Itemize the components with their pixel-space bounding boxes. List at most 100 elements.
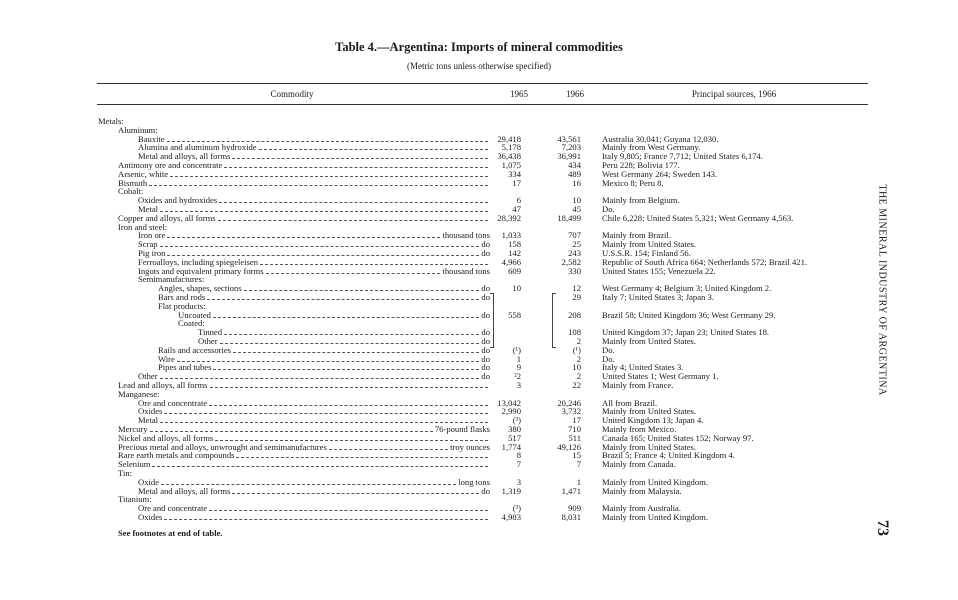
value-1966: 49,126 [557, 441, 581, 452]
leader [152, 466, 488, 468]
value-1965: (³) [512, 415, 521, 426]
value-1965: (³) [512, 503, 521, 514]
subtitle: (Metric tons unless otherwise specified) [407, 61, 551, 71]
value-1965: 1,319 [501, 485, 521, 496]
commodity-cell: Ingots and equivalent primary forms thous… [138, 265, 490, 276]
table-row: Scrap do 158 25 Mainly from United States. [0, 240, 958, 249]
sources: United Kingdom 37; Japan 23; United Stat… [602, 327, 770, 338]
commodity-cell: Rare earth metals and compounds [118, 451, 490, 460]
sources: Mainly from Brazil. [602, 230, 671, 241]
table-row: Pipes and tubes do 9 10 Italy 4; United Stat… [0, 363, 958, 372]
value-1966: 2,582 [561, 256, 581, 267]
value-1966: 7,203 [561, 142, 581, 153]
commodity: Uncoated [178, 309, 211, 320]
value-1965: 4,983 [501, 512, 521, 522]
commodity-cell: Pig iron do [138, 249, 490, 258]
sources: Mainly from United States. [602, 239, 697, 250]
value-1966: 20,246 [557, 397, 581, 408]
commodity-cell: Oxide long tons [138, 477, 490, 487]
value-1965: 5,178 [501, 142, 521, 153]
unit: thousand tons [442, 265, 490, 276]
commodity: Rare earth metals and compounds [118, 450, 235, 461]
value-1965: 142 [508, 248, 521, 258]
column-header: 1966 [566, 89, 584, 99]
sources: Italy 4; United States 3. [602, 362, 684, 373]
value-1966: 10 [572, 195, 581, 206]
leader [160, 211, 488, 212]
table-row: Metals: [0, 117, 958, 126]
commodity-cell: Scrap do [138, 240, 490, 249]
value-1966: 16 [572, 177, 581, 188]
commodity: Scrap [138, 239, 158, 250]
unit: do [481, 248, 490, 258]
leader [219, 343, 480, 344]
unit: do [481, 371, 490, 382]
table-row: Metal and alloys, all forms do 1,319 1,471 M… [0, 485, 958, 496]
value-1965: 1,075 [501, 160, 521, 170]
sources: United Kingdom 13; Japan 4. [602, 415, 704, 426]
commodity-cell: Metal and alloys, all forms [138, 152, 490, 161]
value-1965: ²2 [514, 371, 521, 382]
leader [164, 519, 488, 520]
value-1966: 15 [572, 450, 581, 461]
commodity: Flat products: [158, 300, 206, 311]
commodity-cell: Nickel and alloys, all forms [118, 433, 490, 443]
value-1966: 243 [568, 248, 581, 258]
value-1965: 380 [508, 424, 521, 434]
unit: do [481, 327, 490, 338]
sources: U.S.S.R. 154; Finland 56. [602, 248, 691, 258]
leader [212, 316, 480, 318]
value-1965: 1,774 [501, 441, 521, 452]
commodity: Wire [158, 353, 175, 364]
sources: Peru 228; Bolivia 177. [602, 160, 680, 170]
sources: Mainly from Australia. [602, 503, 682, 514]
table-row: Nickel and alloys, all forms 517 511 Canada… [0, 433, 958, 443]
sources: Do. [602, 353, 615, 364]
commodity-cell: Pipes and tubes do [158, 363, 490, 372]
title: Table 4.—Argentina: Imports of mineral c… [335, 40, 623, 54]
table-row: Aluminum: [0, 125, 958, 135]
commodity-cell: Alumina and aluminum hydroxide [138, 143, 490, 152]
value-1966: 434 [568, 160, 581, 170]
value-1965: 1 [516, 353, 521, 364]
commodity: Bismuth [118, 177, 148, 188]
leader [209, 404, 488, 406]
commodity: Tin: [118, 468, 133, 478]
table-row: Flat products: [0, 300, 958, 311]
table-row: Metal and alloys, all forms 36,438 36,991 I… [0, 152, 958, 161]
sources: Mainly from West Germany. [602, 142, 701, 153]
commodity: Tinned [198, 327, 223, 338]
commodity-cell: Rails and accessories do [158, 345, 490, 355]
table-row: Rails and accessories do (¹) (¹) Do. [0, 344, 958, 355]
table-row: Tin: [0, 469, 958, 478]
commodity-cell: Metals: [98, 117, 124, 126]
commodity: Cobalt: [118, 186, 144, 197]
leader [167, 237, 441, 239]
running-head: THE MINERAL INDUSTRY OF ARGENTINA [876, 184, 888, 396]
table-row: Arsenic, white 334 489 West Germany 264; Sw… [0, 169, 958, 179]
commodity-cell: Other do [198, 337, 490, 346]
commodity-cell: Mercury 76-pound flasks [118, 425, 490, 434]
value-1965: 6 [516, 195, 521, 206]
sources: Republic of South Africa 664; Netherland… [602, 256, 808, 267]
value-1966: 43,561 [557, 133, 581, 144]
value-1965: 4,966 [501, 256, 521, 267]
sources: Do. [602, 344, 615, 355]
value-1966: 1,471 [561, 485, 581, 496]
commodity-cell: Titanium: [118, 495, 152, 504]
brace [552, 293, 556, 348]
commodity-cell: Wire do [158, 353, 490, 364]
sources: United States 155; Venezuela 22. [602, 265, 716, 276]
commodity-cell: Metal [138, 205, 490, 214]
leader [176, 360, 480, 362]
commodity: Ferroalloys, including spiegeleisen [138, 256, 259, 267]
commodity: Mercury [118, 424, 148, 434]
value-1965: 47 [512, 204, 521, 214]
value-1965: 10 [512, 283, 521, 294]
rule [97, 104, 868, 105]
table-row: Other do 2 Mainly from United States. [0, 337, 958, 346]
sources: Mainly from Canada. [602, 459, 676, 470]
commodity: Metals: [98, 116, 124, 126]
table-row: Bars and rods do 29 Italy 7; United States … [0, 293, 958, 302]
